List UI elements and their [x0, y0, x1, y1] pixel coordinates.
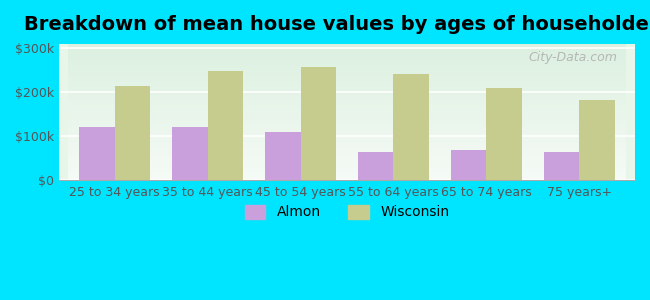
Bar: [265, 132, 300, 180]
Bar: [393, 74, 429, 180]
Bar: [579, 100, 614, 180]
Bar: [486, 88, 522, 180]
Legend: Almon, Wisconsin: Almon, Wisconsin: [239, 199, 455, 225]
Bar: [172, 128, 207, 180]
Text: City-Data.com: City-Data.com: [529, 51, 617, 64]
Bar: [451, 150, 486, 180]
Bar: [207, 71, 243, 180]
Title: Breakdown of mean house values by ages of householders: Breakdown of mean house values by ages o…: [24, 15, 650, 34]
Bar: [358, 152, 393, 180]
Bar: [79, 128, 115, 180]
Bar: [115, 86, 150, 180]
Bar: [300, 67, 336, 180]
Bar: [544, 152, 579, 180]
